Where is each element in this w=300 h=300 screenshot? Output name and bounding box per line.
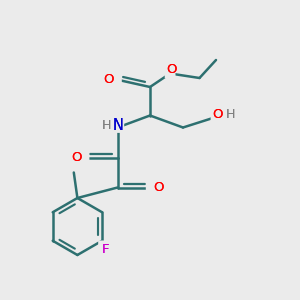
- Text: O: O: [166, 63, 177, 76]
- FancyBboxPatch shape: [111, 75, 122, 84]
- Text: F: F: [101, 243, 109, 256]
- Text: H: H: [101, 118, 111, 132]
- Text: O: O: [154, 181, 164, 194]
- FancyBboxPatch shape: [211, 112, 221, 122]
- Text: O: O: [71, 151, 82, 164]
- Text: H: H: [226, 107, 235, 121]
- Text: O: O: [71, 151, 82, 164]
- FancyBboxPatch shape: [146, 183, 157, 192]
- Text: O: O: [104, 73, 114, 86]
- Text: O: O: [154, 181, 164, 194]
- Text: H: H: [101, 118, 111, 132]
- FancyBboxPatch shape: [98, 241, 109, 250]
- Text: O: O: [212, 107, 223, 121]
- FancyBboxPatch shape: [111, 122, 124, 133]
- Text: N: N: [113, 118, 124, 134]
- Text: N: N: [113, 118, 124, 134]
- Text: H: H: [226, 107, 235, 121]
- Text: O: O: [104, 73, 114, 86]
- FancyBboxPatch shape: [165, 69, 176, 78]
- Text: O: O: [166, 63, 177, 76]
- FancyBboxPatch shape: [79, 153, 89, 162]
- Text: O: O: [212, 107, 223, 121]
- Text: F: F: [101, 243, 109, 256]
